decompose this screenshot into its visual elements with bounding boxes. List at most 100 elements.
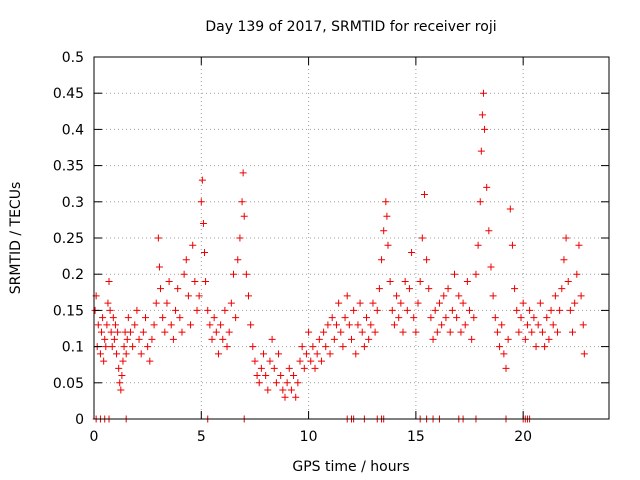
y-tick-label: 0.2: [62, 267, 84, 283]
data-point: [253, 372, 261, 380]
data-point: [124, 314, 132, 322]
data-point: [199, 220, 207, 228]
data-point: [451, 270, 458, 278]
data-point: [104, 299, 112, 307]
data-point: [496, 343, 504, 351]
data-point: [119, 357, 127, 365]
data-point: [438, 321, 446, 329]
data-point: [101, 335, 109, 343]
data-point: [114, 328, 122, 336]
data-point: [111, 321, 119, 329]
grid: [94, 57, 609, 419]
data-point: [107, 328, 115, 336]
data-point: [257, 364, 265, 372]
data-point: [444, 285, 452, 293]
data-point: [463, 277, 471, 285]
data-point: [201, 248, 209, 256]
data-point: [210, 314, 218, 322]
data-point: [239, 169, 247, 177]
data-point: [159, 314, 167, 322]
data-point: [287, 386, 295, 394]
data-point: [272, 379, 280, 387]
data-point: [307, 357, 315, 365]
data-point: [176, 314, 184, 322]
data-point: [453, 314, 461, 322]
x-tick-label: 0: [90, 429, 99, 445]
data-point: [560, 256, 568, 264]
data-point: [530, 314, 538, 322]
data-point: [371, 328, 379, 336]
data-point: [225, 328, 233, 336]
data-point: [571, 299, 579, 307]
data-point: [277, 372, 285, 380]
data-point: [476, 198, 484, 206]
data-point: [178, 328, 186, 336]
data-point: [545, 335, 553, 343]
data-point: [337, 328, 345, 336]
data-point: [221, 306, 229, 314]
data-point: [556, 306, 564, 314]
y-tick-label: 0.5: [62, 50, 84, 66]
data-point: [515, 328, 523, 336]
data-point: [429, 335, 437, 343]
data-point: [131, 321, 139, 329]
data-point: [506, 205, 514, 213]
data-point: [386, 277, 394, 285]
data-point: [416, 277, 424, 285]
data-point: [94, 321, 102, 329]
data-point: [191, 277, 199, 285]
data-point: [155, 263, 163, 271]
data-point: [135, 335, 143, 343]
data-point: [326, 350, 334, 358]
data-point: [146, 357, 154, 365]
data-point: [478, 111, 486, 119]
data-point: [292, 393, 300, 401]
data-point: [110, 335, 118, 343]
data-point: [532, 343, 540, 351]
data-point: [113, 350, 121, 358]
data-point: [279, 386, 287, 394]
data-point: [513, 306, 521, 314]
data-point: [575, 241, 583, 249]
data-point: [106, 306, 114, 314]
data-point: [455, 292, 463, 300]
data-point: [108, 343, 116, 351]
data-point: [99, 314, 107, 322]
data-point: [122, 350, 130, 358]
data-point: [388, 306, 396, 314]
data-point: [154, 234, 162, 242]
data-point: [500, 350, 508, 358]
data-point: [526, 306, 534, 314]
y-tick-label: 0.25: [53, 231, 84, 247]
data-point: [309, 343, 317, 351]
data-point: [202, 277, 210, 285]
y-tick-label: 0.3: [62, 195, 84, 211]
data-point: [184, 292, 192, 300]
data-point: [519, 299, 527, 307]
data-point: [384, 241, 392, 249]
data-point: [311, 364, 319, 372]
data-point: [573, 270, 581, 278]
data-point: [219, 335, 227, 343]
data-point: [212, 328, 220, 336]
data-point: [491, 314, 499, 322]
data-point: [367, 321, 375, 329]
data-point: [461, 321, 469, 329]
data-point: [577, 292, 585, 300]
data-point: [118, 372, 126, 380]
data-point: [129, 343, 137, 351]
data-point: [294, 379, 302, 387]
data-point: [105, 277, 113, 285]
data-point: [356, 299, 364, 307]
data-point: [348, 335, 355, 343]
data-point: [393, 292, 401, 300]
data-point: [189, 241, 197, 249]
data-point: [569, 328, 577, 336]
data-point: [260, 350, 268, 358]
data-point: [339, 343, 347, 351]
y-axis-label: SRMTID / TECUs: [8, 182, 24, 295]
data-point: [485, 227, 493, 235]
data-point: [528, 328, 536, 336]
data-point: [536, 299, 544, 307]
